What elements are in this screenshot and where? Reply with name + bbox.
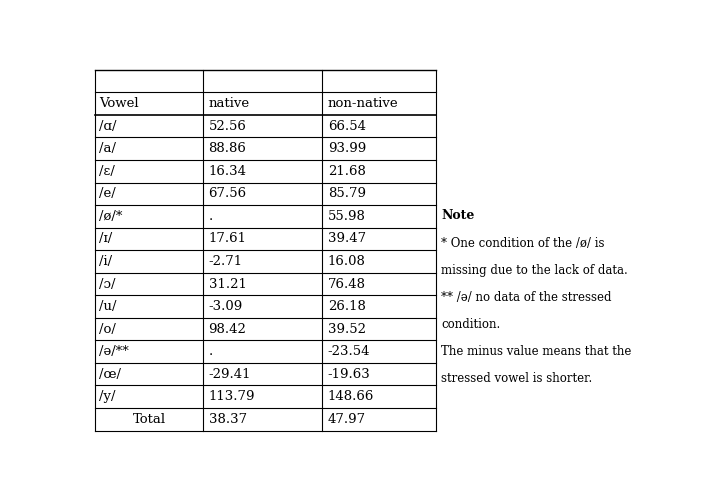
Text: native: native (209, 97, 250, 110)
Text: -19.63: -19.63 (327, 367, 370, 381)
Text: -29.41: -29.41 (209, 367, 251, 381)
Text: 26.18: 26.18 (327, 300, 365, 313)
Text: /ɑ/: /ɑ/ (99, 120, 117, 133)
Text: * One condition of the /ø/ is: * One condition of the /ø/ is (441, 237, 605, 250)
Text: 67.56: 67.56 (209, 187, 247, 201)
Text: Vowel: Vowel (99, 97, 139, 110)
Text: 39.52: 39.52 (327, 323, 365, 336)
Text: 76.48: 76.48 (327, 278, 365, 290)
Text: 93.99: 93.99 (327, 142, 366, 155)
Text: 16.34: 16.34 (209, 165, 247, 178)
Text: missing due to the lack of data.: missing due to the lack of data. (441, 264, 628, 277)
Text: 47.97: 47.97 (327, 413, 366, 426)
Text: 31.21: 31.21 (209, 278, 247, 290)
Text: 85.79: 85.79 (327, 187, 365, 201)
Text: ** /ə/ no data of the stressed: ** /ə/ no data of the stressed (441, 291, 612, 304)
Text: 38.37: 38.37 (209, 413, 247, 426)
Text: /a/: /a/ (99, 142, 117, 155)
Text: Total: Total (132, 413, 165, 426)
Text: 113.79: 113.79 (209, 390, 255, 403)
Text: /œ/: /œ/ (99, 367, 122, 381)
Text: 98.42: 98.42 (209, 323, 247, 336)
Text: /u/: /u/ (99, 300, 117, 313)
Text: non-native: non-native (327, 97, 398, 110)
Text: -3.09: -3.09 (209, 300, 243, 313)
Text: 17.61: 17.61 (209, 232, 247, 245)
Text: 148.66: 148.66 (327, 390, 374, 403)
Text: 21.68: 21.68 (327, 165, 365, 178)
Text: condition.: condition. (441, 318, 500, 331)
Text: 88.86: 88.86 (209, 142, 247, 155)
Text: 55.98: 55.98 (327, 210, 365, 223)
Text: 39.47: 39.47 (327, 232, 366, 245)
Text: /y/: /y/ (99, 390, 116, 403)
Text: 16.08: 16.08 (327, 255, 365, 268)
Text: Note: Note (441, 209, 475, 222)
Text: .: . (209, 210, 213, 223)
Text: /e/: /e/ (99, 187, 116, 201)
Text: /ø/*: /ø/* (99, 210, 123, 223)
Text: /ε/: /ε/ (99, 165, 115, 178)
Text: -2.71: -2.71 (209, 255, 242, 268)
Text: 66.54: 66.54 (327, 120, 365, 133)
Text: stressed vowel is shorter.: stressed vowel is shorter. (441, 372, 593, 386)
Text: -23.54: -23.54 (327, 345, 370, 358)
Text: /ɔ/: /ɔ/ (99, 278, 116, 290)
Text: /i/: /i/ (99, 255, 112, 268)
Text: /ɪ/: /ɪ/ (99, 232, 112, 245)
Text: .: . (209, 345, 213, 358)
Text: The minus value means that the: The minus value means that the (441, 346, 631, 358)
Text: 52.56: 52.56 (209, 120, 247, 133)
Text: /ə/**: /ə/** (99, 345, 129, 358)
Text: /o/: /o/ (99, 323, 117, 336)
